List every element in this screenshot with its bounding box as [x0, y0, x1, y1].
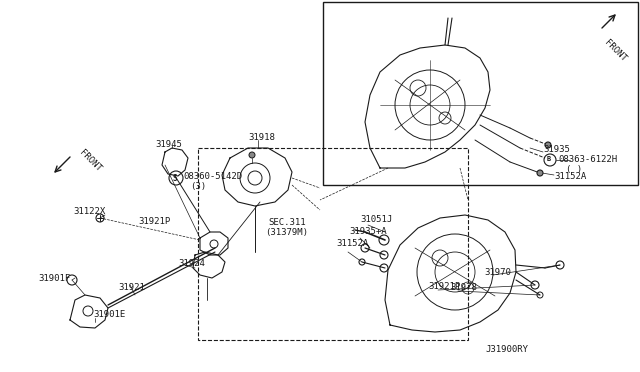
Text: 31152A: 31152A	[336, 239, 368, 248]
Text: 31921P: 31921P	[428, 282, 460, 291]
Text: B: B	[547, 156, 551, 162]
Circle shape	[537, 170, 543, 176]
Text: 31924: 31924	[178, 259, 205, 268]
Text: 31051J: 31051J	[360, 215, 392, 224]
Text: 31901F: 31901F	[38, 274, 70, 283]
Bar	[198, 148, 468, 340]
Text: 31152A: 31152A	[554, 172, 586, 181]
Text: FRONT: FRONT	[603, 38, 628, 63]
Text: FRONT: FRONT	[78, 148, 104, 173]
Text: J31900RY: J31900RY	[485, 345, 528, 354]
Text: 31918: 31918	[248, 133, 275, 142]
Text: 08363-6122H: 08363-6122H	[558, 155, 617, 164]
Text: 31935: 31935	[543, 145, 570, 154]
Text: 31970: 31970	[484, 268, 511, 277]
Text: ( ): ( )	[566, 165, 582, 174]
Text: 31921P: 31921P	[138, 217, 170, 226]
Text: 31122X: 31122X	[73, 207, 105, 216]
Text: 31945: 31945	[155, 140, 182, 149]
Text: (3): (3)	[190, 182, 206, 191]
Text: SEC.311: SEC.311	[268, 218, 306, 227]
Text: 31935+A: 31935+A	[349, 227, 387, 236]
Bar	[323, 2, 638, 185]
Text: S: S	[173, 174, 178, 183]
Circle shape	[249, 152, 255, 158]
Circle shape	[545, 142, 551, 148]
Text: 08360-5142D: 08360-5142D	[183, 172, 242, 181]
Text: (31379M): (31379M)	[265, 228, 308, 237]
Text: 31901E: 31901E	[93, 310, 125, 319]
Text: 31978: 31978	[450, 283, 477, 292]
Text: 31921: 31921	[118, 283, 145, 292]
